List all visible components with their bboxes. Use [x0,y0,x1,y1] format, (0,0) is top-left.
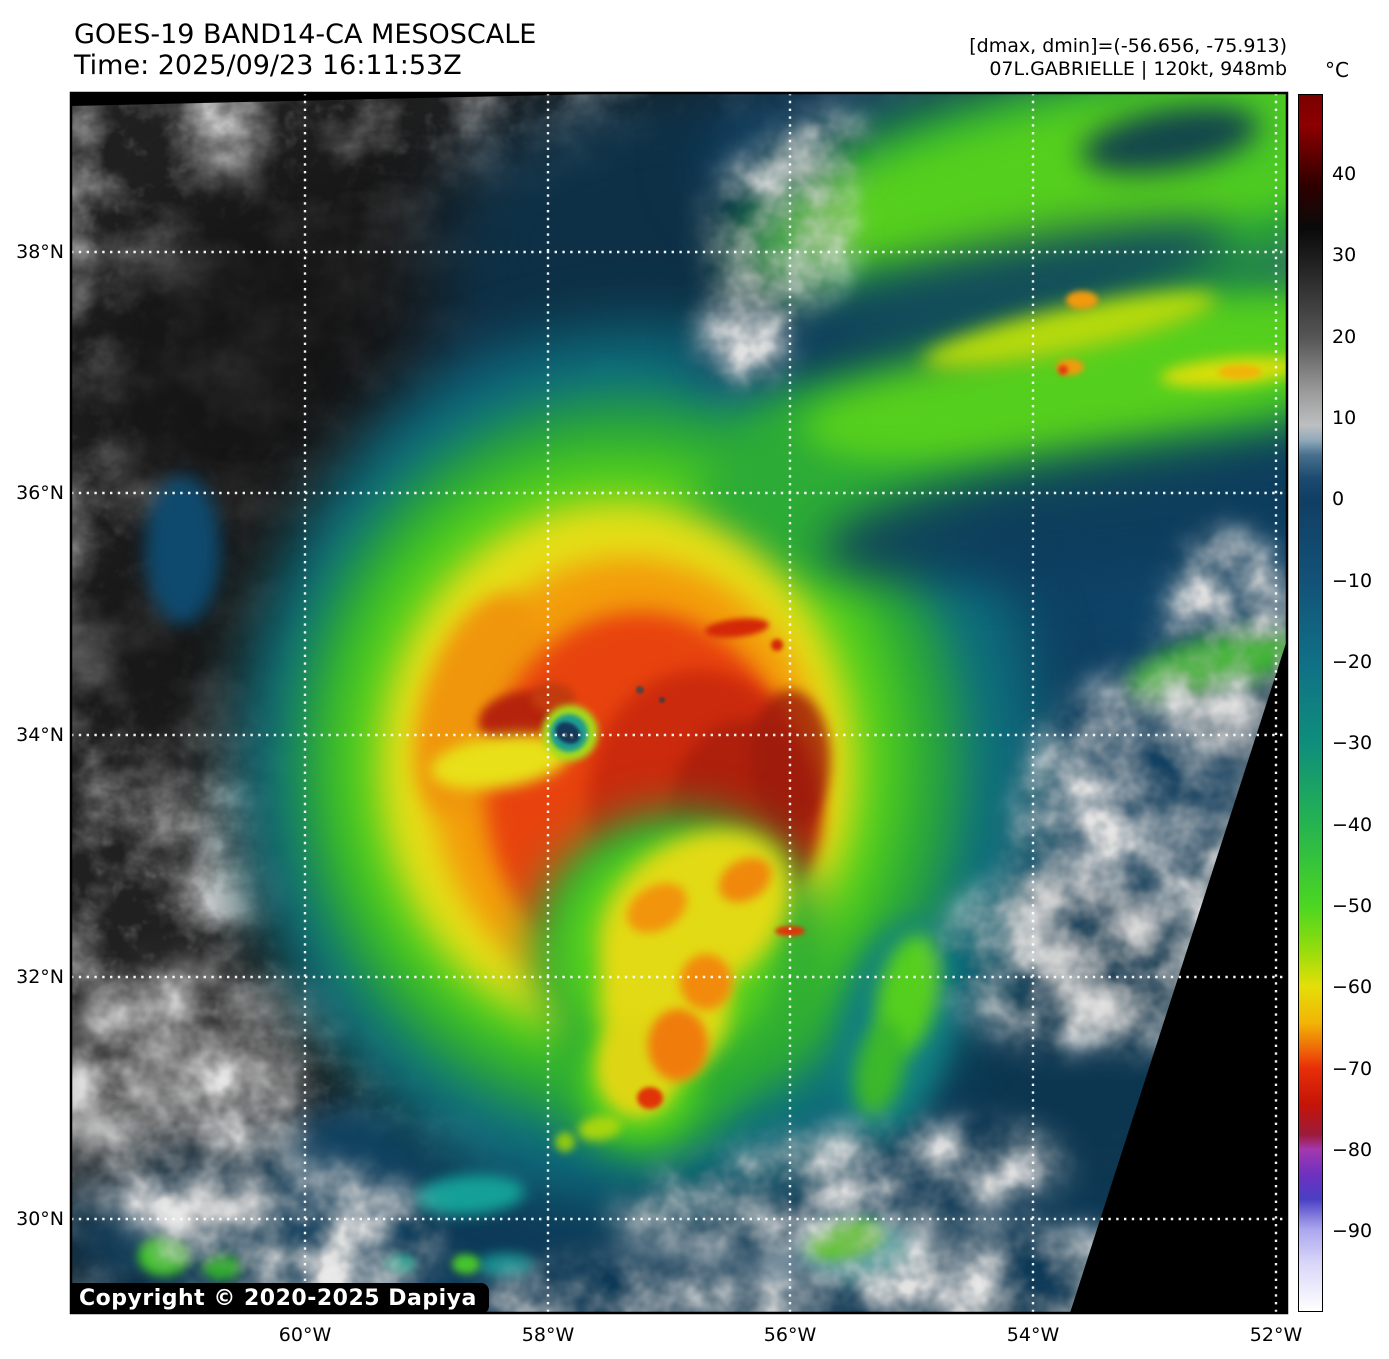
map-border [69,91,1289,1315]
lon-label: 60°W [278,1324,332,1346]
lat-label: 34°N [16,724,64,746]
gridlines [71,93,1287,1313]
lat-label: 36°N [16,482,64,504]
colorbar-tick: 30 [1332,244,1357,266]
colorbar-unit: °C [1325,58,1349,82]
colorbar-tick: −90 [1332,1220,1373,1242]
colorbar-tick: 0 [1332,488,1345,510]
outflow-bands [682,93,1287,701]
colorbar-tick: −20 [1332,651,1373,673]
storm-info: 07L.GABRIELLE | 120kt, 948mb [989,58,1287,80]
colorbar-tick: −60 [1332,976,1373,998]
colorbar-tick: 40 [1332,163,1357,185]
colorbar-tick: −30 [1332,732,1373,754]
colorbar-tick: −40 [1332,814,1373,836]
hurricane-eye [542,705,598,761]
lon-label: 56°W [763,1324,817,1346]
dmax-dmin-readout: [dmax, dmin]=(-56.656, -75.913) [969,35,1287,57]
copyright-badge: Copyright © 2020-2025 Dapiya [71,1283,489,1314]
colorbar-tick: −10 [1332,570,1373,592]
timestamp: Time: 2025/09/23 16:11:53Z [74,50,462,81]
lon-label: 52°W [1249,1324,1303,1346]
colorbar [1298,94,1323,1312]
colorbar-tick: 10 [1332,407,1357,429]
lat-label: 38°N [16,241,64,263]
no-data-wedge [71,93,1287,1313]
lon-label: 58°W [521,1324,575,1346]
header-right: [dmax, dmin]=(-56.656, -75.913) 07L.GABR… [969,35,1287,81]
page-title: GOES-19 BAND14-CA MESOSCALE [74,19,537,50]
lat-label: 30°N [16,1208,64,1230]
colorbar-tick: −80 [1332,1139,1373,1161]
colorbar-tick: −50 [1332,895,1373,917]
lon-label: 54°W [1006,1324,1060,1346]
lat-label: 32°N [16,966,64,988]
colorbar-tick: −70 [1332,1058,1373,1080]
colorbar-tick: 20 [1332,326,1357,348]
south-convection [530,810,954,1160]
